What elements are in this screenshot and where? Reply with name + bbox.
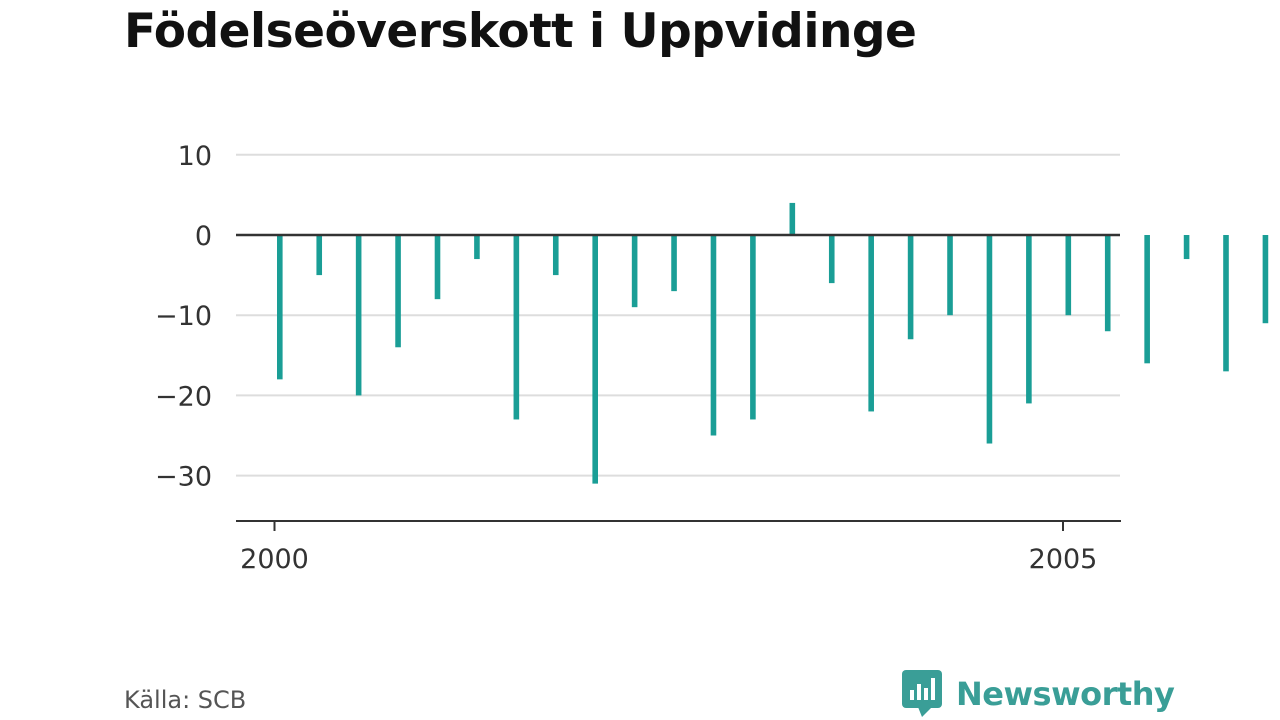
brand-logo[interactable]: Newsworthy xyxy=(902,670,1175,718)
bar xyxy=(277,235,283,380)
x-tick-label: 2000 xyxy=(240,544,309,575)
bar xyxy=(355,235,362,396)
y-tick-label: 10 xyxy=(178,141,212,172)
bar xyxy=(671,235,677,292)
brand-name: Newsworthy xyxy=(956,675,1175,713)
bar xyxy=(947,235,953,316)
bar xyxy=(1026,235,1032,404)
bar xyxy=(750,235,756,420)
y-axis-labels: −30 −20 −10 0 10 xyxy=(155,141,212,493)
x-tick-label: 2005 xyxy=(1029,544,1098,575)
bar xyxy=(552,235,559,276)
bar xyxy=(789,202,796,235)
bar xyxy=(907,235,914,340)
bar xyxy=(1262,235,1269,324)
bar xyxy=(986,235,993,444)
y-tick-label: −30 xyxy=(155,462,212,493)
bar xyxy=(1183,235,1190,260)
source-note: Källa: SCB xyxy=(124,686,247,714)
chart-title: Födelseöverskott i Uppvidinge xyxy=(124,4,917,59)
bar xyxy=(631,235,638,308)
y-tick-label: −20 xyxy=(155,381,212,412)
grid-lines xyxy=(236,153,1120,477)
bar xyxy=(1065,235,1072,316)
bar xyxy=(592,235,598,484)
bar xyxy=(434,235,441,300)
bar xyxy=(1104,235,1111,332)
y-tick-label: 0 xyxy=(195,221,212,252)
bar xyxy=(474,235,480,260)
y-tick-label: −10 xyxy=(155,301,212,332)
bar xyxy=(868,235,874,412)
x-axis-ticks: 200020052010201520202025 xyxy=(240,521,1098,575)
bar xyxy=(316,235,323,276)
newsworthy-logo-icon xyxy=(902,670,942,717)
bar xyxy=(828,235,835,284)
bar xyxy=(513,235,520,420)
bar xyxy=(395,235,401,348)
bar xyxy=(1223,235,1229,372)
bar xyxy=(710,235,717,436)
bars xyxy=(277,202,1269,484)
bar xyxy=(1144,235,1150,364)
